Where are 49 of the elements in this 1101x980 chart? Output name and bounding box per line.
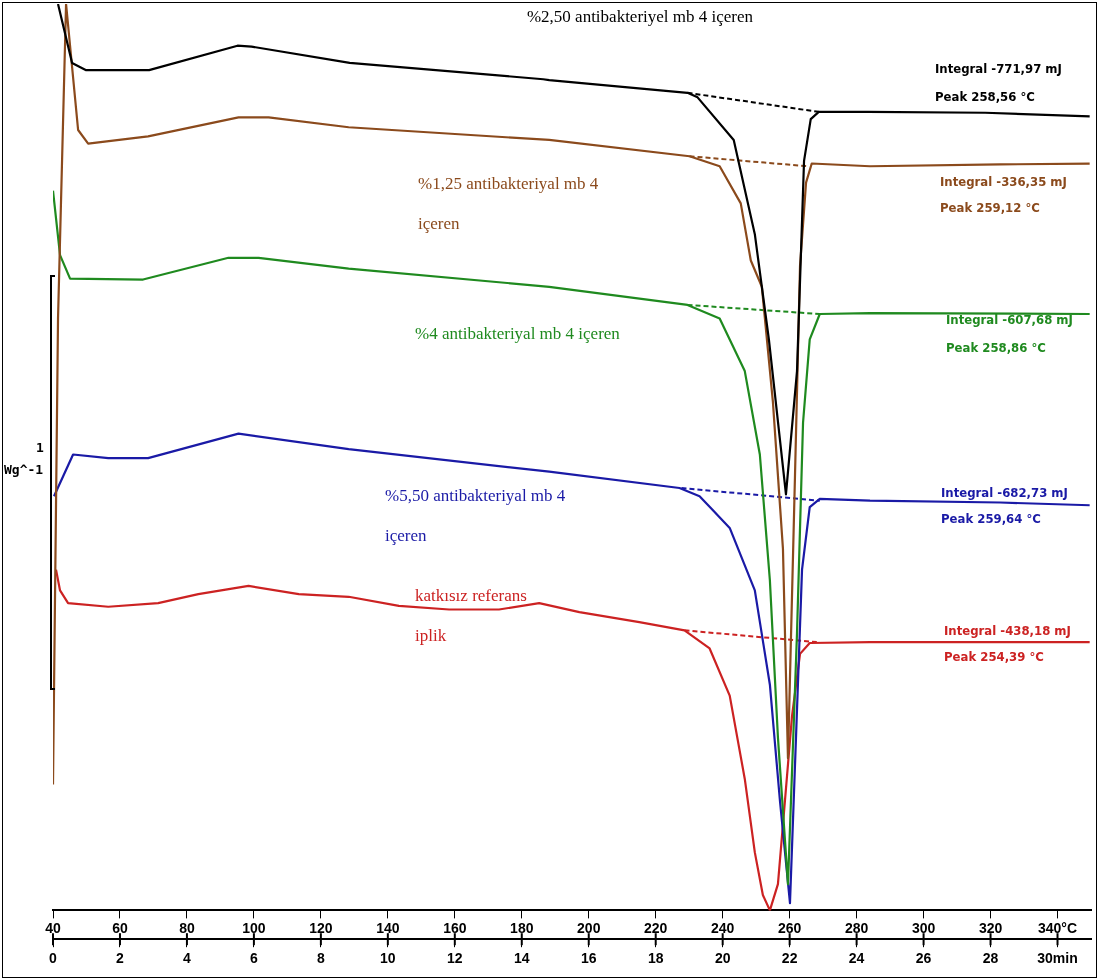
x-tick-label: 0 <box>49 950 58 967</box>
annotation: Peak 254,39 °C <box>944 649 1044 665</box>
x-tick-label: 4 <box>183 950 192 967</box>
x2-tick-label: 300 <box>911 919 936 936</box>
x-tick-label: 12 <box>447 950 463 967</box>
annotation: Peak 259,12 °C <box>940 200 1040 216</box>
x-tick-label: 8 <box>316 950 325 967</box>
x-tick-label: 28 <box>982 950 999 967</box>
series-label: %4 antibakteriyal mb 4 içeren <box>415 324 621 344</box>
annotation: Integral -336,35 mJ <box>940 174 1067 190</box>
annotation: Peak 258,86 °C <box>946 340 1046 356</box>
x2-tick-label: 260 <box>777 919 802 936</box>
x-tick-label: 26 <box>915 950 932 967</box>
text: katkısız referans iplik <box>415 586 527 646</box>
text: %5,50 antibakteriyal mb 4 içeren <box>385 486 566 546</box>
x2-tick-label: 40 <box>45 919 61 936</box>
x-tick-label: 6 <box>250 950 258 967</box>
x-tick-label: 14 <box>513 950 530 967</box>
text: %2,50 antibakteriyel mb 4 içeren <box>526 7 754 27</box>
x2-tick-label: 200 <box>577 919 601 936</box>
x-tick-label: 24 <box>848 950 865 967</box>
x2-tick-label: 180 <box>510 919 534 936</box>
x-tick-label: 22 <box>781 950 798 967</box>
x2-tick-label: 280 <box>844 919 869 936</box>
annotation: Peak 258,56 °C <box>935 89 1035 105</box>
x2-tick-label: 140 <box>376 919 400 936</box>
annotation: Integral -607,68 mJ <box>946 312 1073 328</box>
x-tick-label: 18 <box>647 950 664 967</box>
annotation: Integral -438,18 mJ <box>944 623 1071 639</box>
x2-tick-label: 240 <box>711 919 735 936</box>
x-tick-label: 30min <box>1037 950 1078 967</box>
x2-tick-label: 320 <box>978 919 1003 936</box>
x-tick-label: 2 <box>116 950 125 967</box>
annotation: Integral -682,73 mJ <box>941 485 1068 501</box>
x-tick-label: 20 <box>714 950 731 967</box>
y-axis-title: Wg^-1 <box>4 462 44 477</box>
x-tick-label: 16 <box>580 950 597 967</box>
x2-tick-label: 100 <box>242 919 266 936</box>
text: %1,25 antibakteriyal mb 4 içeren <box>418 174 599 234</box>
x2-tick-label: 220 <box>644 919 668 936</box>
x2-tick-label: 60 <box>112 919 128 936</box>
text: 1 <box>36 440 44 455</box>
x2-tick-label: 340°C <box>1037 919 1078 936</box>
annotation: Peak 259,64 °C <box>941 511 1041 527</box>
x2-tick-label: 160 <box>443 919 467 936</box>
x-tick-label: 10 <box>380 950 396 967</box>
x2-tick-label: 80 <box>179 919 195 936</box>
x2-tick-label: 120 <box>309 919 333 936</box>
annotation: Integral -771,97 mJ <box>935 61 1062 77</box>
